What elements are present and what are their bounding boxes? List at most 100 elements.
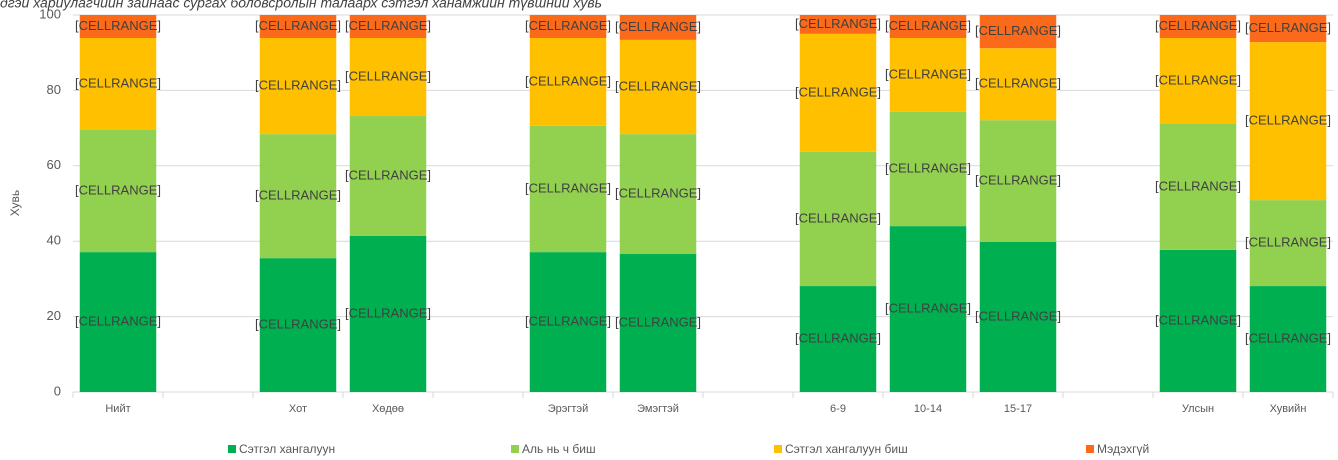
bar-segment <box>259 134 337 259</box>
data-label: [CELLRANGE] <box>615 78 701 93</box>
bar-segment <box>619 134 697 255</box>
data-label: [CELLRANGE] <box>255 18 341 33</box>
y-axis-label: Хувь <box>8 190 22 216</box>
legend-label: Аль нь ч биш <box>522 442 596 456</box>
data-label: [CELLRANGE] <box>975 23 1061 38</box>
bar-segment <box>799 33 877 152</box>
bar-segment <box>799 286 877 392</box>
bar-segment <box>259 15 337 38</box>
bar-segment <box>529 125 607 253</box>
bar-segment <box>979 15 1057 49</box>
data-label: [CELLRANGE] <box>615 19 701 34</box>
bar-segment <box>349 37 427 117</box>
legend-swatch <box>774 445 782 453</box>
data-label: [CELLRANGE] <box>525 73 611 88</box>
x-tick-label: Хөдөө <box>372 403 404 415</box>
bar-segment <box>1159 15 1237 38</box>
bar-segment <box>889 226 967 392</box>
legend-swatch <box>228 445 236 453</box>
bar-segment <box>799 15 877 34</box>
legend-label: Сэтгэл хангалуун биш <box>785 442 908 456</box>
legend-label: Мэдэхгүй <box>1097 442 1149 456</box>
bar-segment <box>619 15 697 40</box>
y-tick-label: 40 <box>47 233 61 248</box>
data-label: [CELLRANGE] <box>75 18 161 33</box>
data-label: [CELLRANGE] <box>1155 72 1241 87</box>
chart-title: дгэй хариулагчийн зайнаас сургах боловср… <box>0 0 602 11</box>
y-tick-label: 100 <box>39 6 61 21</box>
bar-segment <box>349 15 427 38</box>
x-tick-label: 15-17 <box>1004 403 1032 415</box>
x-tick-label: Хот <box>289 403 307 415</box>
data-label: [CELLRANGE] <box>255 188 341 203</box>
bar-segment <box>529 15 607 38</box>
bar-segment <box>1249 200 1327 287</box>
legend-swatch <box>511 445 519 453</box>
data-label: [CELLRANGE] <box>975 173 1061 188</box>
bar-segment <box>79 252 157 392</box>
y-tick-label: 60 <box>47 157 61 172</box>
bar-segment <box>1249 286 1327 392</box>
bar-segment <box>259 258 337 392</box>
bar-segment <box>349 116 427 236</box>
data-label: [CELLRANGE] <box>885 160 971 175</box>
data-label: [CELLRANGE] <box>255 317 341 332</box>
bar-segment <box>1159 37 1237 124</box>
bar-segment <box>79 15 157 38</box>
data-label: [CELLRANGE] <box>885 300 971 315</box>
bar-segment <box>1159 249 1237 392</box>
data-label: [CELLRANGE] <box>255 78 341 93</box>
bar-segment <box>979 48 1057 121</box>
x-tick-label: Эмэгтэй <box>637 403 679 415</box>
data-label: [CELLRANGE] <box>885 66 971 81</box>
bar-segment <box>979 241 1057 392</box>
bar-segment <box>889 15 967 38</box>
data-label: [CELLRANGE] <box>795 210 881 225</box>
data-label: [CELLRANGE] <box>525 18 611 33</box>
bar-segment <box>619 254 697 392</box>
x-tick-label: Хувийн <box>1270 403 1307 415</box>
y-tick-label: 80 <box>47 82 61 97</box>
x-tick-label: Улсын <box>1182 403 1214 415</box>
bar-segment <box>1159 123 1237 250</box>
x-tick-label: 10-14 <box>914 403 942 415</box>
data-label: [CELLRANGE] <box>75 314 161 329</box>
x-tick-label: Нийт <box>105 403 130 415</box>
bar-segment <box>1249 15 1327 43</box>
bar-segment <box>619 39 697 135</box>
data-label: [CELLRANGE] <box>795 330 881 345</box>
data-label: [CELLRANGE] <box>525 314 611 329</box>
data-label: [CELLRANGE] <box>615 186 701 201</box>
data-label: [CELLRANGE] <box>615 314 701 329</box>
legend-swatch <box>1086 445 1094 453</box>
y-tick-label: 0 <box>54 383 61 398</box>
data-label: [CELLRANGE] <box>345 18 431 33</box>
y-tick-label: 20 <box>47 308 61 323</box>
legend-label: Сэтгэл хангалуун <box>239 442 335 456</box>
data-label: [CELLRANGE] <box>1155 18 1241 33</box>
bar-segment <box>889 111 967 227</box>
data-label: [CELLRANGE] <box>975 76 1061 91</box>
data-label: [CELLRANGE] <box>345 167 431 182</box>
bar-segment <box>979 120 1057 242</box>
data-label: [CELLRANGE] <box>75 182 161 197</box>
bar-segment <box>799 151 877 287</box>
data-label: [CELLRANGE] <box>975 308 1061 323</box>
data-label: [CELLRANGE] <box>345 305 431 320</box>
data-label: [CELLRANGE] <box>1245 113 1331 128</box>
bar-segment <box>259 37 337 135</box>
data-label: [CELLRANGE] <box>795 16 881 31</box>
data-label: [CELLRANGE] <box>345 68 431 83</box>
bar-segment <box>889 37 967 112</box>
bar-segment <box>79 37 157 130</box>
data-label: [CELLRANGE] <box>75 75 161 90</box>
bar-segment <box>79 129 157 253</box>
x-tick-label: Эрэгтэй <box>548 403 588 415</box>
data-label: [CELLRANGE] <box>795 84 881 99</box>
data-label: [CELLRANGE] <box>1155 312 1241 327</box>
data-label: [CELLRANGE] <box>1245 235 1331 250</box>
bar-segment <box>1249 42 1327 201</box>
data-label: [CELLRANGE] <box>1245 20 1331 35</box>
bar-segment <box>529 252 607 392</box>
